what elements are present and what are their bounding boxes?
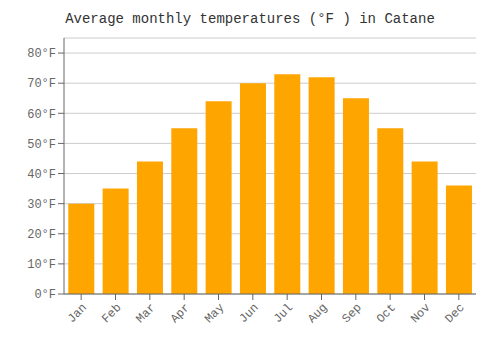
svg-text:20°F: 20°F <box>27 228 56 242</box>
svg-text:10°F: 10°F <box>27 258 56 272</box>
svg-text:Nov: Nov <box>408 301 433 326</box>
svg-text:Jun: Jun <box>237 301 262 326</box>
svg-text:Feb: Feb <box>99 301 124 326</box>
svg-text:Sep: Sep <box>340 301 365 326</box>
svg-text:70°F: 70°F <box>27 77 56 91</box>
svg-text:40°F: 40°F <box>27 168 56 182</box>
svg-text:60°F: 60°F <box>27 108 56 122</box>
svg-text:May: May <box>202 301 227 326</box>
svg-text:Jul: Jul <box>271 301 296 326</box>
svg-text:Aug: Aug <box>305 301 330 326</box>
html-text:Average monthly temperatures (: Average monthly temperatures (°F ) in Ca… <box>65 11 435 27</box>
svg-text:50°F: 50°F <box>27 138 56 152</box>
svg-text:Oct: Oct <box>374 301 399 326</box>
svg-text:Mar: Mar <box>134 301 159 326</box>
svg-text:0°F: 0°F <box>34 288 56 302</box>
svg-text:Jan: Jan <box>65 301 90 326</box>
svg-text:80°F: 80°F <box>27 47 56 61</box>
svg-text:Apr: Apr <box>168 301 193 326</box>
svg-text:30°F: 30°F <box>27 198 56 212</box>
svg-text:Dec: Dec <box>443 301 468 326</box>
